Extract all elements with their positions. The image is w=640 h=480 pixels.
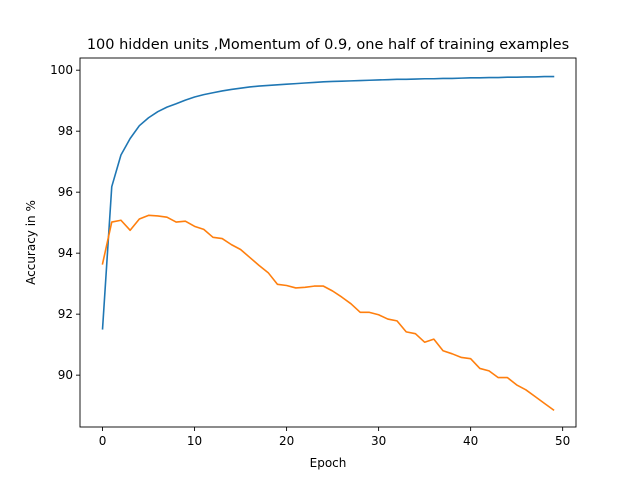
y-tick-label: 98 — [58, 124, 73, 138]
y-tick-label: 96 — [58, 185, 73, 199]
x-tick-label: 20 — [279, 434, 294, 448]
x-tick-label: 10 — [187, 434, 202, 448]
series-line-2 — [101, 214, 555, 412]
series-layer — [101, 75, 555, 412]
plot-area — [79, 57, 577, 428]
y-tick-label: 92 — [58, 307, 73, 321]
x-tick-label: 40 — [463, 434, 478, 448]
chart-title: 100 hidden units ,Momentum of 0.9, one h… — [87, 37, 569, 53]
y-tick-label: 94 — [58, 246, 73, 260]
plot-frame — [79, 57, 577, 428]
x-axis-label: Epoch — [310, 456, 347, 470]
series-line-1 — [101, 75, 555, 330]
y-axis-label: Accuracy in % — [24, 200, 38, 285]
x-tick-label: 0 — [99, 434, 107, 448]
x-axis: 0 10 20 30 40 50 — [99, 427, 570, 448]
x-tick-label: 50 — [555, 434, 570, 448]
x-tick-label: 30 — [371, 434, 386, 448]
y-tick-label: 100 — [50, 63, 73, 77]
y-tick-label: 90 — [58, 368, 73, 382]
y-axis: 90 92 94 96 98 100 — [50, 63, 80, 382]
